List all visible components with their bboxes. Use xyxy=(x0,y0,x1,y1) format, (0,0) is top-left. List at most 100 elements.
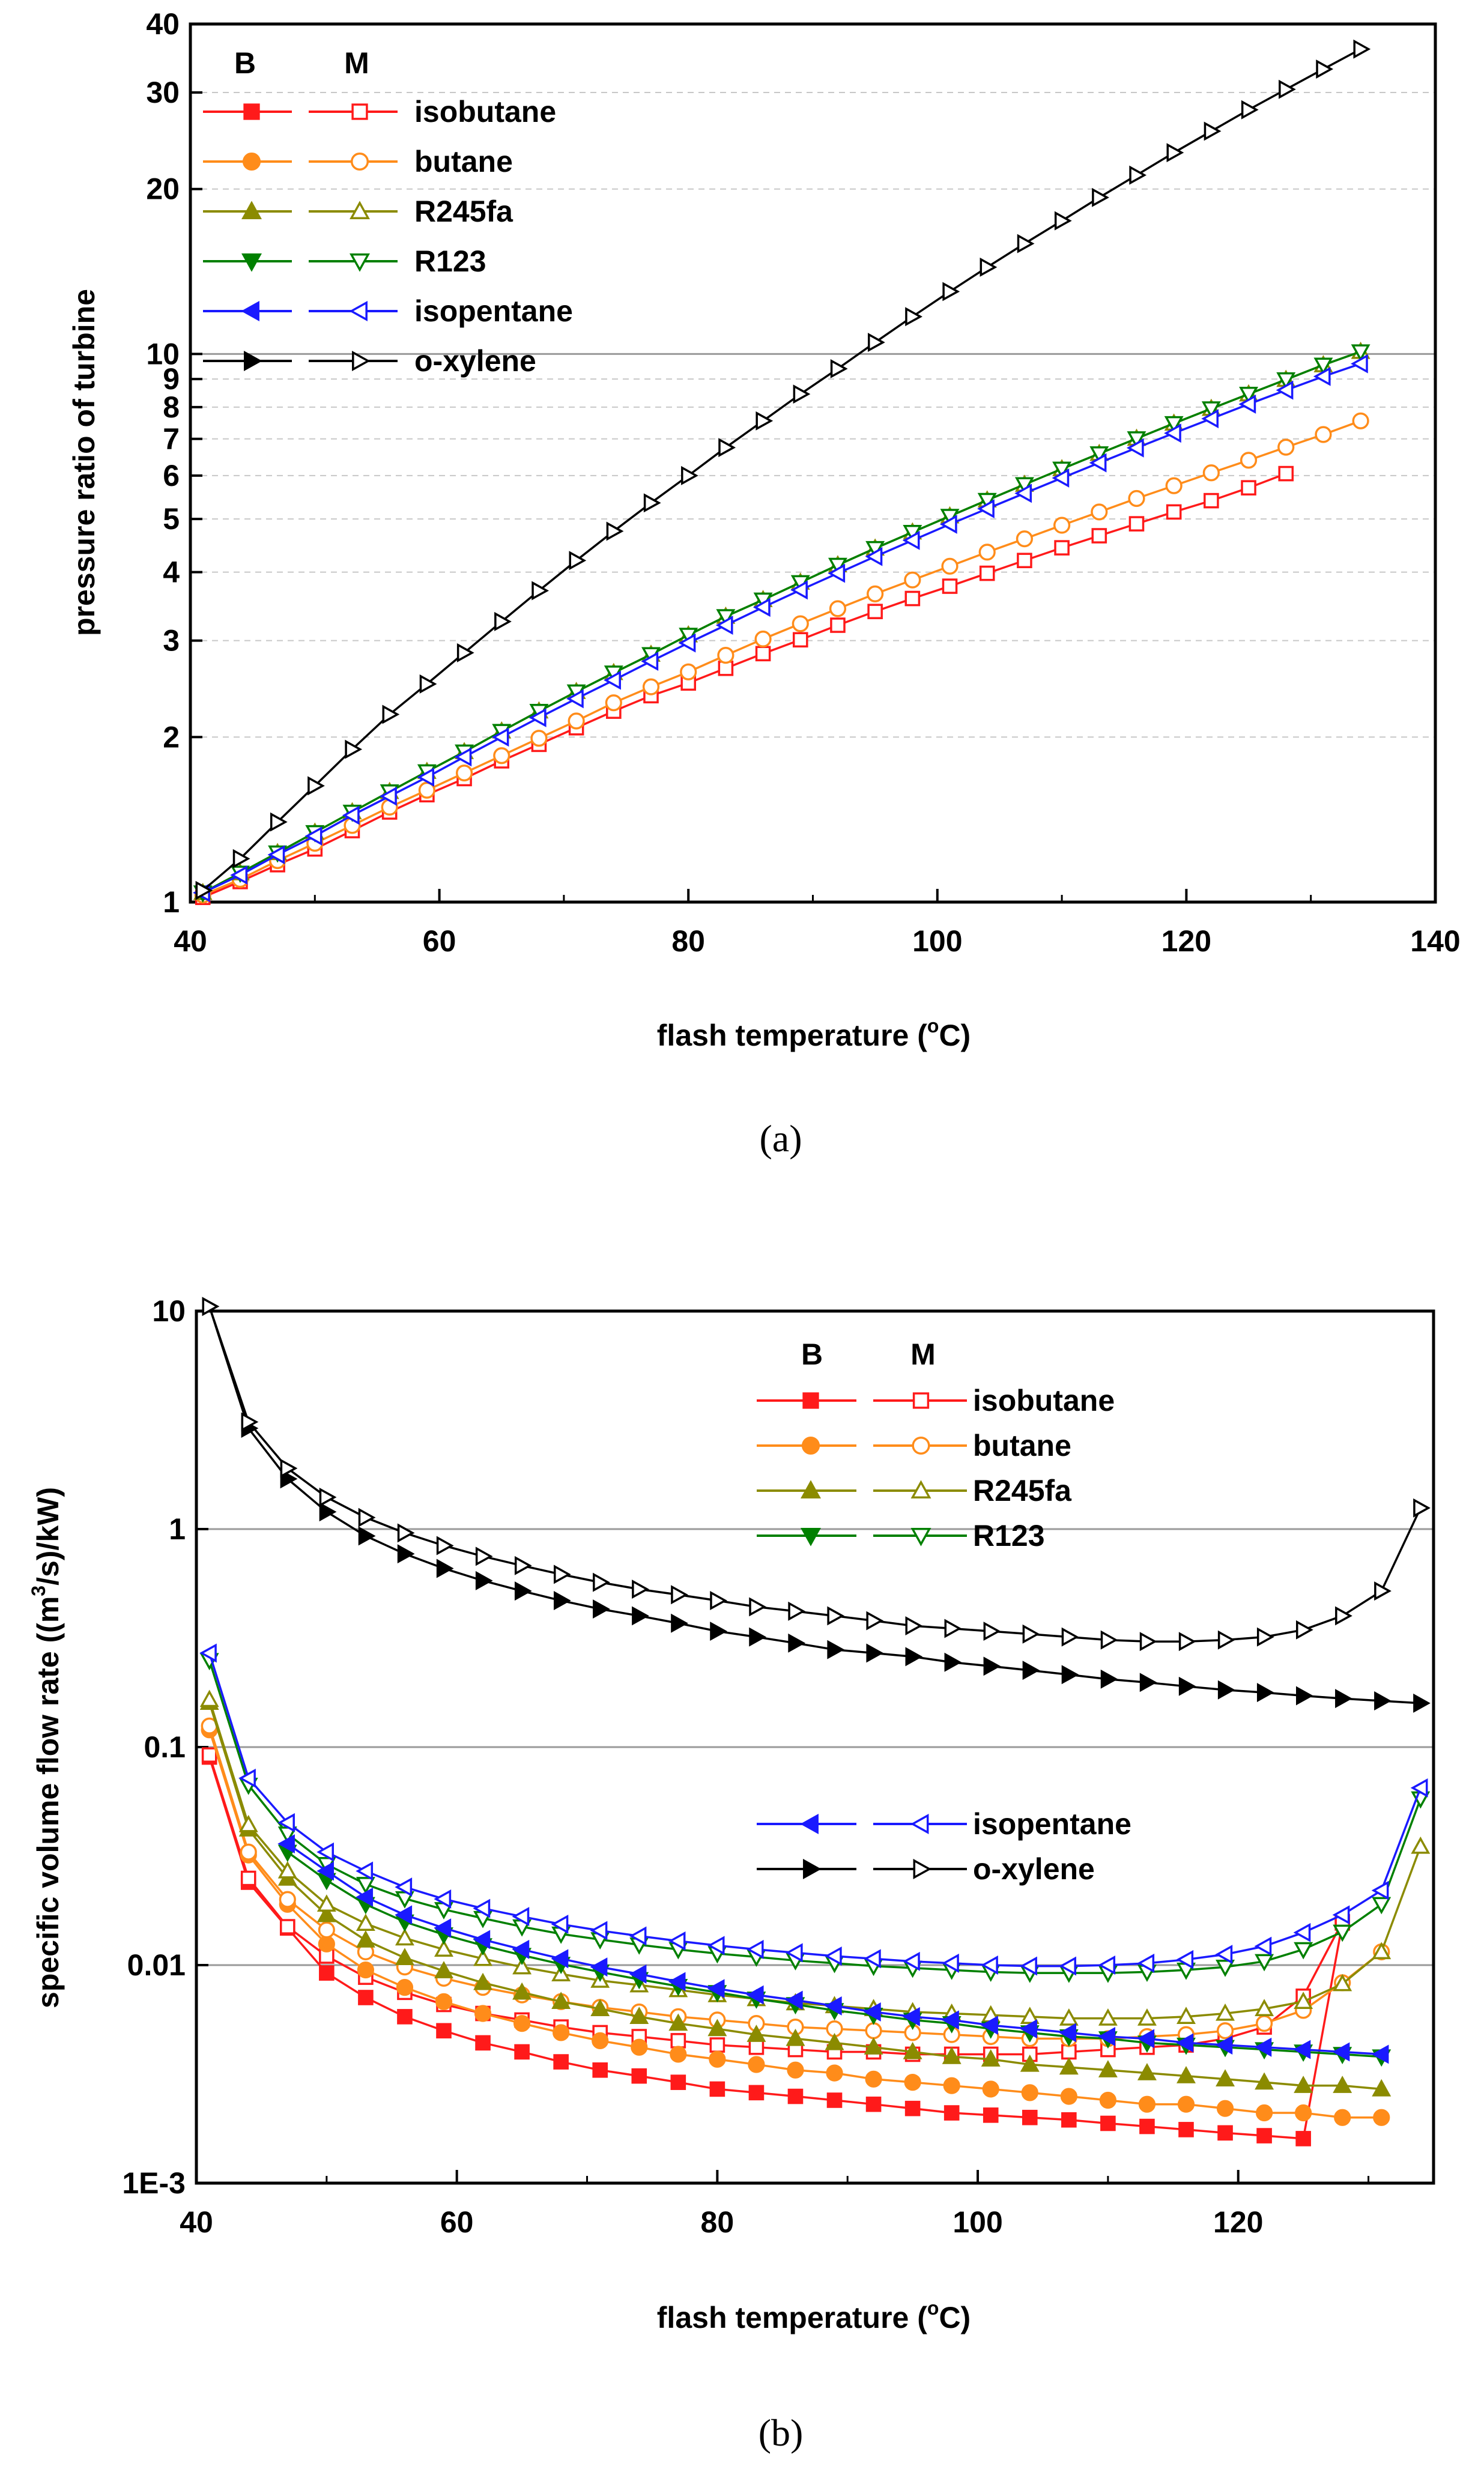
data-point xyxy=(670,2033,686,2049)
data-point xyxy=(592,2062,608,2078)
data-point xyxy=(978,544,996,561)
data-point xyxy=(436,1559,454,1578)
data-point xyxy=(417,768,435,787)
data-point xyxy=(944,1619,962,1638)
legend-marker-open xyxy=(349,301,368,321)
data-point xyxy=(671,1585,688,1605)
data-point xyxy=(827,1606,845,1626)
legend-item-isobutane: isobutane xyxy=(757,1384,1115,1417)
data-point xyxy=(316,1904,336,1922)
legend-marker-open xyxy=(350,253,370,272)
data-point xyxy=(747,2025,766,2042)
data-point xyxy=(905,1616,923,1636)
data-point xyxy=(1128,489,1145,507)
data-point xyxy=(710,1622,727,1641)
panel-b-chart: 40 60 80 100 120 1E-3 0.01 0.1 1 10 specific volu… xyxy=(28,1294,1435,2334)
data-point xyxy=(981,2016,998,2035)
data-point xyxy=(1372,1942,1392,1960)
data-point xyxy=(436,1536,454,1556)
data-point xyxy=(1254,1936,1272,1956)
series-butane xyxy=(194,412,1369,904)
data-point xyxy=(788,1601,806,1621)
data-point xyxy=(199,1643,217,1663)
data-point xyxy=(755,646,771,662)
data-point xyxy=(785,1943,803,1963)
data-point xyxy=(671,1613,688,1633)
data-point xyxy=(493,747,510,765)
y-tick-label: 0.01 xyxy=(127,1948,186,1982)
data-point xyxy=(1316,59,1334,79)
data-point xyxy=(980,257,998,277)
data-point xyxy=(514,1556,532,1575)
data-point xyxy=(830,359,848,378)
x-tick-label: 40 xyxy=(180,2205,213,2239)
data-point xyxy=(1204,492,1219,509)
data-point xyxy=(241,1412,259,1432)
data-point xyxy=(749,1627,767,1647)
data-point xyxy=(566,689,584,709)
data-point xyxy=(512,1939,530,1959)
data-point xyxy=(435,1993,453,2010)
data-point xyxy=(1352,412,1369,429)
data-point xyxy=(1353,39,1371,59)
data-point xyxy=(1176,1949,1194,1969)
data-point xyxy=(942,578,958,594)
data-point xyxy=(1239,387,1259,404)
data-point xyxy=(512,1957,532,1975)
data-point xyxy=(707,1936,725,1956)
x-tick-label: 100 xyxy=(952,2205,1002,2239)
data-point xyxy=(717,647,734,664)
data-point xyxy=(1138,2095,1156,2113)
data-point xyxy=(1294,1942,1313,1960)
data-point xyxy=(358,1507,376,1527)
data-point xyxy=(790,580,808,600)
data-point xyxy=(942,282,960,301)
data-point xyxy=(1022,1661,1040,1680)
data-point xyxy=(983,1622,1001,1641)
data-point xyxy=(1238,394,1256,414)
legend-marker-filled xyxy=(241,201,262,219)
data-point xyxy=(319,1487,337,1507)
y-tick-label: 10 xyxy=(146,337,180,371)
data-point xyxy=(941,557,959,575)
data-point xyxy=(475,2035,491,2051)
y-tick-label: 8 xyxy=(163,390,180,424)
data-point xyxy=(1256,1683,1274,1703)
data-point xyxy=(473,1930,491,1949)
data-point xyxy=(1178,1676,1196,1696)
data-point xyxy=(792,632,808,648)
y-tick-label: 10 xyxy=(152,1294,186,1328)
data-point xyxy=(201,1747,217,1763)
data-point xyxy=(1256,2128,1272,2143)
data-point xyxy=(1098,2008,1118,2026)
data-point xyxy=(902,530,920,550)
y-tick-label: 1 xyxy=(169,1512,186,1546)
data-point xyxy=(1216,2100,1234,2117)
data-point xyxy=(710,1591,727,1611)
data-point xyxy=(1098,1956,1116,1975)
data-point xyxy=(1293,1922,1311,1942)
data-point xyxy=(1201,401,1221,419)
data-point xyxy=(434,1961,453,1978)
data-point xyxy=(1020,2054,1040,2072)
series-isopentane-m xyxy=(199,1643,1428,1976)
data-point xyxy=(513,2015,531,2032)
legend-marker-open xyxy=(350,201,370,219)
data-point xyxy=(1293,2040,1311,2059)
data-point xyxy=(1333,1924,1352,1942)
data-point xyxy=(475,1571,493,1590)
data-point xyxy=(1061,2044,1077,2060)
data-point xyxy=(1374,1691,1392,1710)
legend-label: R123 xyxy=(973,1519,1045,1553)
data-point xyxy=(434,1889,452,1909)
legend-marker-filled xyxy=(241,253,262,272)
legend-item-butane: butane xyxy=(757,1429,1071,1462)
y-tick-label: 30 xyxy=(146,76,180,109)
data-point xyxy=(1165,477,1183,494)
data-point xyxy=(592,2032,609,2049)
data-point xyxy=(238,1768,256,1788)
data-point xyxy=(1177,2007,1196,2025)
data-point xyxy=(1128,516,1145,532)
